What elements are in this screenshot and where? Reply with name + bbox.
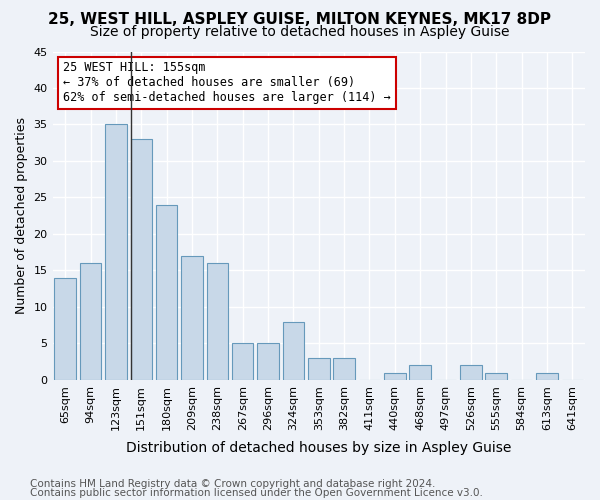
Bar xyxy=(334,358,355,380)
Bar xyxy=(131,139,152,380)
Bar xyxy=(536,372,558,380)
Y-axis label: Number of detached properties: Number of detached properties xyxy=(15,117,28,314)
Bar xyxy=(384,372,406,380)
Text: Contains public sector information licensed under the Open Government Licence v3: Contains public sector information licen… xyxy=(30,488,483,498)
X-axis label: Distribution of detached houses by size in Aspley Guise: Distribution of detached houses by size … xyxy=(126,441,511,455)
Bar xyxy=(105,124,127,380)
Bar xyxy=(80,263,101,380)
Text: 25 WEST HILL: 155sqm
← 37% of detached houses are smaller (69)
62% of semi-detac: 25 WEST HILL: 155sqm ← 37% of detached h… xyxy=(63,62,391,104)
Bar xyxy=(232,344,253,380)
Bar xyxy=(55,278,76,380)
Text: 25, WEST HILL, ASPLEY GUISE, MILTON KEYNES, MK17 8DP: 25, WEST HILL, ASPLEY GUISE, MILTON KEYN… xyxy=(49,12,551,28)
Bar xyxy=(409,366,431,380)
Bar xyxy=(181,256,203,380)
Bar xyxy=(206,263,228,380)
Text: Contains HM Land Registry data © Crown copyright and database right 2024.: Contains HM Land Registry data © Crown c… xyxy=(30,479,436,489)
Bar xyxy=(485,372,507,380)
Bar xyxy=(308,358,329,380)
Bar xyxy=(283,322,304,380)
Bar xyxy=(257,344,279,380)
Bar xyxy=(460,366,482,380)
Bar xyxy=(156,205,178,380)
Text: Size of property relative to detached houses in Aspley Guise: Size of property relative to detached ho… xyxy=(90,25,510,39)
